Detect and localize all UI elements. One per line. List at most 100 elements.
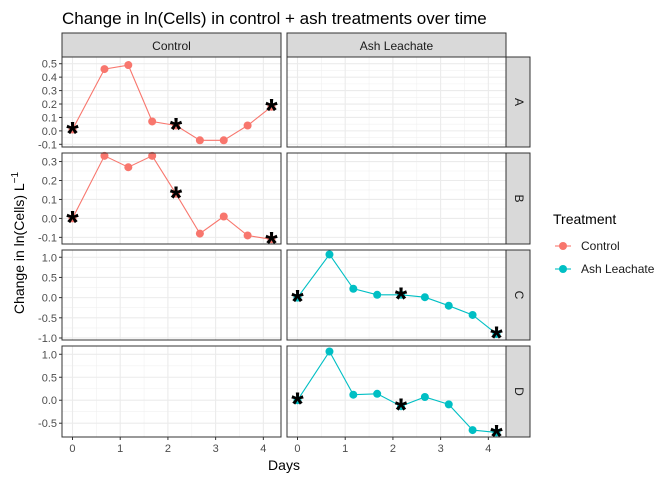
y-tick-label: -0.5 (38, 313, 57, 325)
legend-label: Control (581, 239, 620, 253)
panel-background (62, 250, 281, 340)
facet-panel: -0.5 0.0 0.5 1.0 (38, 345, 282, 438)
x-tick-label: 0 (294, 443, 300, 455)
x-axis-label: Days (268, 457, 300, 473)
y-tick-label: -0.1 (38, 139, 57, 151)
data-point (349, 284, 358, 293)
data-point (444, 301, 453, 310)
data-point (420, 293, 429, 302)
legend-label: Ash Leachate (581, 262, 655, 276)
y-axis-label-main: Change in ln(Cells) L (11, 183, 27, 314)
significance-star: * (395, 392, 408, 428)
data-point (397, 290, 406, 299)
x-tick-label: 2 (390, 443, 396, 455)
data-point (325, 250, 334, 259)
data-point (243, 121, 252, 130)
data-point (219, 212, 228, 221)
significance-star: * (170, 112, 183, 148)
data-point (444, 400, 453, 409)
data-point (100, 151, 109, 160)
data-point (349, 390, 358, 399)
y-tick-label: -0.5 (38, 418, 57, 430)
x-tick-label: 2 (165, 443, 171, 455)
data-point (124, 61, 133, 70)
x-tick-label: 1 (342, 443, 348, 455)
significance-star: * (490, 418, 503, 454)
panel-border (286, 152, 507, 245)
y-tick-label: -0.1 (38, 232, 57, 244)
facet-strip-row (505, 152, 531, 245)
legend-title: Treatment (553, 211, 616, 227)
y-tick-label: 0.5 (42, 272, 57, 284)
data-point (373, 389, 382, 398)
legend-key-point (559, 265, 567, 273)
data-point (243, 231, 252, 240)
data-point (219, 136, 228, 145)
significance-star: * (265, 93, 278, 129)
significance-star: * (66, 204, 79, 240)
x-axis: 0 1 2 3 4 0 1 2 3 4 (69, 437, 491, 455)
data-point (195, 229, 204, 238)
legend-key-point (559, 242, 567, 250)
data-point (195, 136, 204, 145)
data-point (148, 151, 157, 160)
y-tick-label: 0.1 (42, 194, 57, 206)
x-tick-label: 3 (213, 443, 219, 455)
facet-panel: -1.0 -0.5 0.0 0.5 1.0 (38, 249, 282, 345)
facet-panel: * ** (286, 249, 507, 356)
y-tick-label: 0.3 (42, 86, 57, 98)
significance-star: * (291, 386, 304, 422)
panel-background (287, 57, 506, 147)
data-point (267, 102, 276, 111)
panel-border (286, 345, 507, 438)
facet-strip-col (286, 32, 507, 58)
significance-star: * (291, 284, 304, 320)
y-axis-label-superscript: −1 (10, 171, 21, 183)
x-tick-label: 1 (117, 443, 123, 455)
y-tick-label: -1.0 (38, 333, 57, 345)
panel-background (62, 57, 281, 147)
data-point (293, 396, 302, 405)
significance-star: * (170, 180, 183, 216)
x-tick-label: 4 (260, 443, 266, 455)
x-tick-label: 3 (438, 443, 444, 455)
data-point (100, 65, 109, 74)
x-tick-label: 4 (485, 443, 491, 455)
facet-panel (286, 152, 507, 245)
panel-background (287, 153, 506, 244)
y-tick-label: 0.5 (42, 59, 57, 71)
y-tick-label: 0.4 (42, 72, 57, 84)
significance-star: * (66, 116, 79, 152)
y-tick-label: 0.0 (42, 126, 57, 138)
panel-border (61, 249, 282, 341)
data-point (420, 393, 429, 402)
facet-strip-col-label: Control (152, 39, 191, 53)
y-tick-label: 1.0 (42, 349, 57, 361)
data-point (148, 117, 157, 126)
facet-strip-col-label: Ash Leachate (360, 39, 434, 53)
panel-background (62, 346, 281, 437)
data-point (124, 163, 133, 172)
y-tick-label: 0.2 (42, 99, 57, 111)
facet-panel (286, 56, 507, 148)
facet-strip-col (61, 32, 282, 58)
facet-strip-row-label: C (512, 291, 526, 300)
chart-title: Change in ln(Cells) in control + ash tre… (62, 9, 487, 28)
y-tick-label: 0.0 (42, 395, 57, 407)
significance-star: * (395, 281, 408, 317)
data-point (68, 125, 77, 134)
data-point (468, 426, 477, 435)
y-axis-label: Change in ln(Cells) L−1 (10, 171, 27, 314)
data-point (172, 189, 181, 198)
y-tick-label: 0.2 (42, 175, 57, 187)
data-point (267, 235, 276, 244)
y-tick-label: 0.5 (42, 372, 57, 384)
x-tick-label: 0 (69, 443, 75, 455)
data-point (68, 214, 77, 223)
data-point (468, 310, 477, 319)
y-tick-label: 0.0 (42, 293, 57, 305)
panel-border (61, 152, 282, 245)
data-point (293, 293, 302, 302)
